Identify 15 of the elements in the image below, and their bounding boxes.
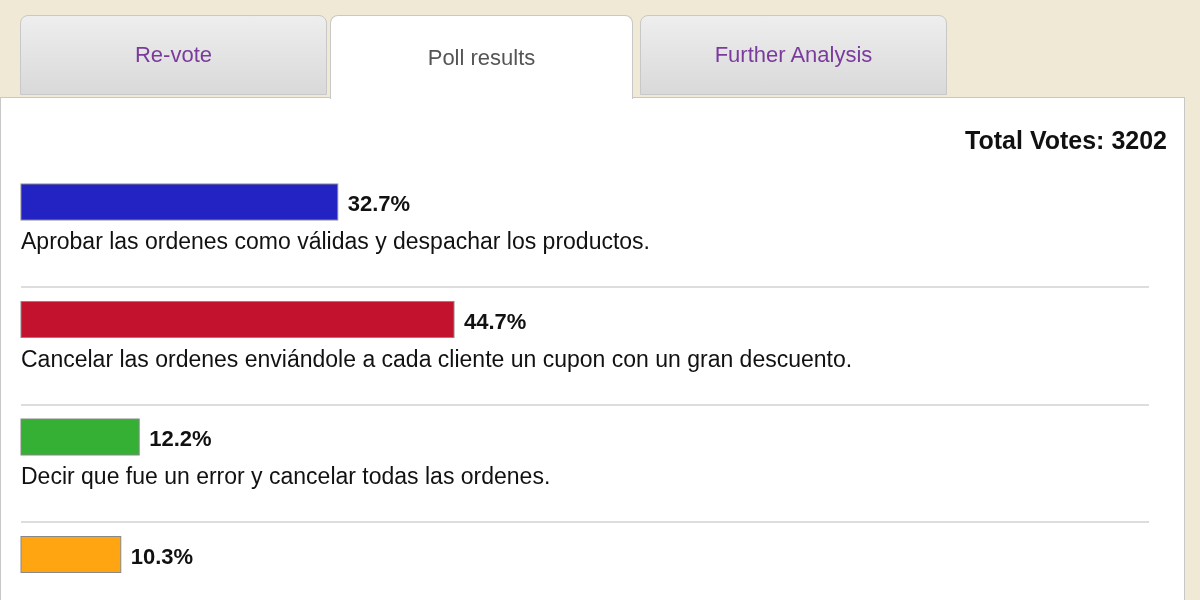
- data-label: 32.7%: [347, 191, 411, 216]
- y-tick-label: Cancelar las ordenes enviándole a cada cliente un cupon con un gran descuento.: [21, 345, 853, 372]
- bar: [20, 418, 140, 456]
- y-tick-label: Aprobar las ordenes como válidas y despachar los productos.: [21, 228, 651, 254]
- data-label: 10.3%: [130, 543, 194, 569]
- bar: [20, 536, 122, 573]
- data-label: 12.2%: [149, 426, 212, 451]
- bar: [20, 183, 339, 221]
- text: Total Votes: 3202: [965, 126, 1167, 155]
- text: Re-vote: [134, 42, 213, 68]
- bar: [20, 301, 455, 338]
- text: Poll results: [427, 44, 536, 71]
- y-tick-label: Decir que fue un error y cancelar todas las ordenes.: [21, 463, 551, 489]
- text: Further Analysis: [714, 42, 873, 68]
- data-label: 44.7%: [464, 308, 527, 334]
